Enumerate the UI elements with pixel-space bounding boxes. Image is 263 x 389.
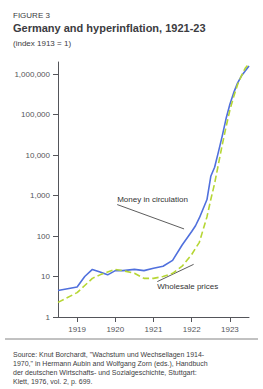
svg-text:der deutschen Wirtschafts- und: der deutschen Wirtschafts- und Sozialges… (13, 369, 197, 377)
svg-text:10: 10 (41, 272, 50, 281)
svg-text:10,000: 10,000 (26, 151, 51, 160)
svg-text:Wholesale prices: Wholesale prices (157, 282, 218, 291)
svg-text:1,000,000: 1,000,000 (14, 70, 50, 79)
svg-text:1920: 1920 (106, 325, 124, 334)
svg-text:100: 100 (37, 232, 51, 241)
svg-text:1970," in Hermann Aubin and Wo: 1970," in Hermann Aubin and Wolfgang Zor… (13, 360, 208, 368)
svg-text:1922: 1922 (183, 325, 201, 334)
svg-text:Money in circulation: Money in circulation (117, 195, 188, 204)
svg-text:Klett, 1976, vol. 2, p. 699.: Klett, 1976, vol. 2, p. 699. (13, 378, 92, 386)
svg-text:(index 1913 = 1): (index 1913 = 1) (13, 39, 71, 48)
svg-text:1923: 1923 (221, 325, 239, 334)
svg-text:1: 1 (46, 313, 51, 322)
svg-text:1919: 1919 (68, 325, 86, 334)
svg-text:100,000: 100,000 (21, 110, 50, 119)
svg-text:1921: 1921 (145, 325, 163, 334)
svg-text:1,000: 1,000 (30, 191, 51, 200)
svg-text:Germany and hyperinflation, 19: Germany and hyperinflation, 1921-23 (13, 22, 206, 34)
svg-text:Source: Knut Borchardt, "Wachs: Source: Knut Borchardt, "Wachstum und We… (13, 351, 205, 359)
svg-text:FIGURE 3: FIGURE 3 (13, 11, 50, 20)
